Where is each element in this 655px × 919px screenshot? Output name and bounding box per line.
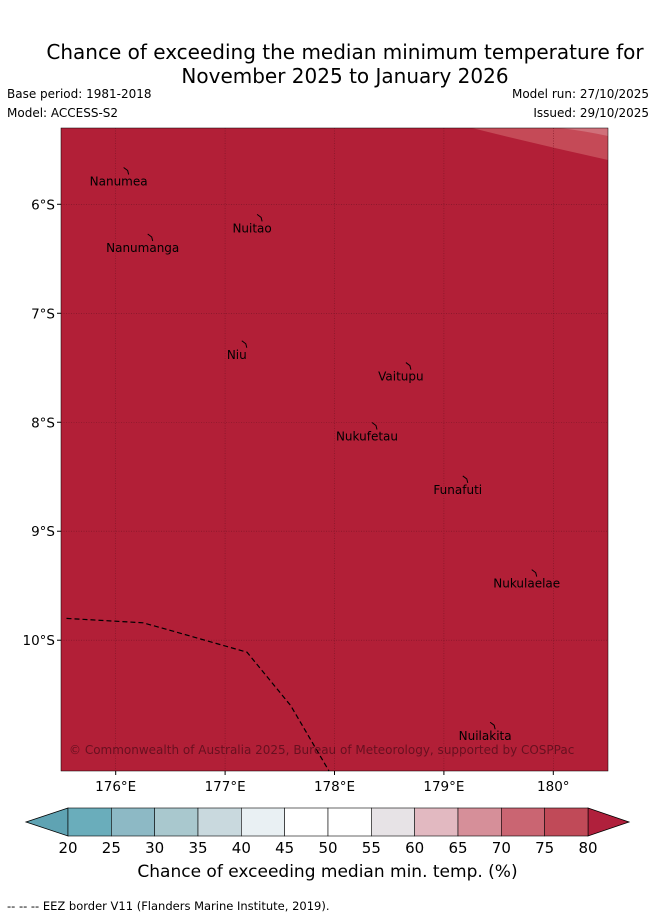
probability-field-corner: [472, 128, 608, 160]
island-outline-nukulaelae: [531, 569, 538, 577]
island-outline-vaitupu: [405, 362, 412, 370]
colorbar-tick-label: 70: [492, 839, 511, 857]
colorbar-tick-label: 80: [578, 839, 597, 857]
colorbar-tick-label: 30: [145, 839, 164, 857]
lon-tick-label: 180°: [537, 779, 570, 795]
colorbar-bin: [544, 807, 589, 837]
colorbar-bin: [327, 807, 372, 837]
colorbar-tick-label: 55: [362, 839, 381, 857]
colorbar: 20 25 30 35 40 45 50 55 60 65 70 75 80: [24, 807, 631, 857]
colorbar-bin: [414, 807, 459, 837]
eez-border-line: [66, 617, 330, 772]
copyright-notice: © Commonwealth of Australia 2025, Bureau…: [69, 743, 574, 757]
island-label-nanumea: Nanumea: [90, 175, 148, 189]
colorbar-bin: [501, 807, 545, 837]
colorbar-tick-label: 40: [232, 839, 251, 857]
map-title: Chance of exceeding the median minimum t…: [0, 40, 655, 88]
colorbar-bin: [371, 807, 415, 837]
island-label-nuitao: Nuitao: [232, 221, 271, 235]
island-outline-nanumanga: [147, 233, 154, 242]
colorbar-extend-low: [24, 807, 69, 837]
island-label-nukufetau: Nukufetau: [336, 430, 398, 444]
model-label: Model: ACCESS-S2: [7, 106, 119, 120]
probability-field-corner-light: [560, 128, 608, 136]
lon-tick-label: 176°E: [95, 779, 136, 795]
colorbar-bin: [197, 807, 242, 837]
probability-field: [61, 128, 608, 771]
title-line-1: Chance of exceeding the median minimum t…: [46, 40, 644, 64]
island-label-funafuti: Funafuti: [433, 483, 482, 497]
footer-legend-note: -- -- -- EEZ border V11 (Flanders Marine…: [7, 899, 330, 913]
colorbar-bin: [457, 807, 502, 837]
colorbar-extend-high: [587, 807, 631, 837]
island-outline-nuitao: [256, 213, 263, 222]
island-label-niu: Niu: [227, 348, 247, 362]
colorbar-bin: [284, 807, 329, 837]
colorbar-bin: [67, 807, 112, 837]
issued-label: Issued: 29/10/2025: [533, 106, 649, 120]
colorbar-bin: [241, 807, 285, 837]
colorbar-tick-label: 50: [318, 839, 337, 857]
colorbar-tick-label: 35: [188, 839, 207, 857]
map-area: Nanumea Nuitao Nanumanga Niu Vaitupu Nukufeta…: [23, 127, 609, 795]
lat-tick-label: 10°S: [23, 633, 56, 649]
colorbar-tick-label: 20: [58, 839, 77, 857]
base-period-label: Base period: 1981-2018: [7, 87, 152, 101]
title-line-2: November 2025 to January 2026: [181, 64, 509, 88]
colorbar-tick-label: 65: [448, 839, 467, 857]
lat-tick-label: 9°S: [31, 524, 55, 540]
lon-tick-label: 179°E: [423, 779, 464, 795]
island-label-vaitupu: Vaitupu: [378, 370, 424, 384]
lon-tick-label: 177°E: [205, 779, 246, 795]
colorbar-tick-label: 25: [102, 839, 121, 857]
colorbar-bin: [111, 807, 155, 837]
colorbar-tick-label: 45: [275, 839, 294, 857]
model-run-label: Model run: 27/10/2025: [511, 87, 649, 101]
island-outline-nanumea: [123, 167, 130, 175]
island-outline-nukufetau: [371, 422, 378, 430]
island-outline-funafuti: [462, 475, 469, 484]
island-label-nanumanga: Nanumanga: [106, 241, 179, 255]
lat-tick-label: 6°S: [31, 197, 55, 213]
lon-tick-label: 178°E: [314, 779, 355, 795]
island-label-nuilakita: Nuilakita: [459, 729, 512, 743]
island-outline-nuilakita: [489, 721, 496, 730]
island-outline-niu: [241, 340, 248, 348]
lat-tick-label: 7°S: [31, 306, 55, 322]
colorbar-tick-label: 75: [535, 839, 554, 857]
colorbar-tick-label: 60: [405, 839, 424, 857]
lat-tick-label: 8°S: [31, 415, 55, 431]
colorbar-title: Chance of exceeding median min. temp. (%…: [137, 862, 518, 882]
island-label-nukulaelae: Nukulaelae: [493, 577, 560, 591]
colorbar-bin: [154, 807, 199, 837]
